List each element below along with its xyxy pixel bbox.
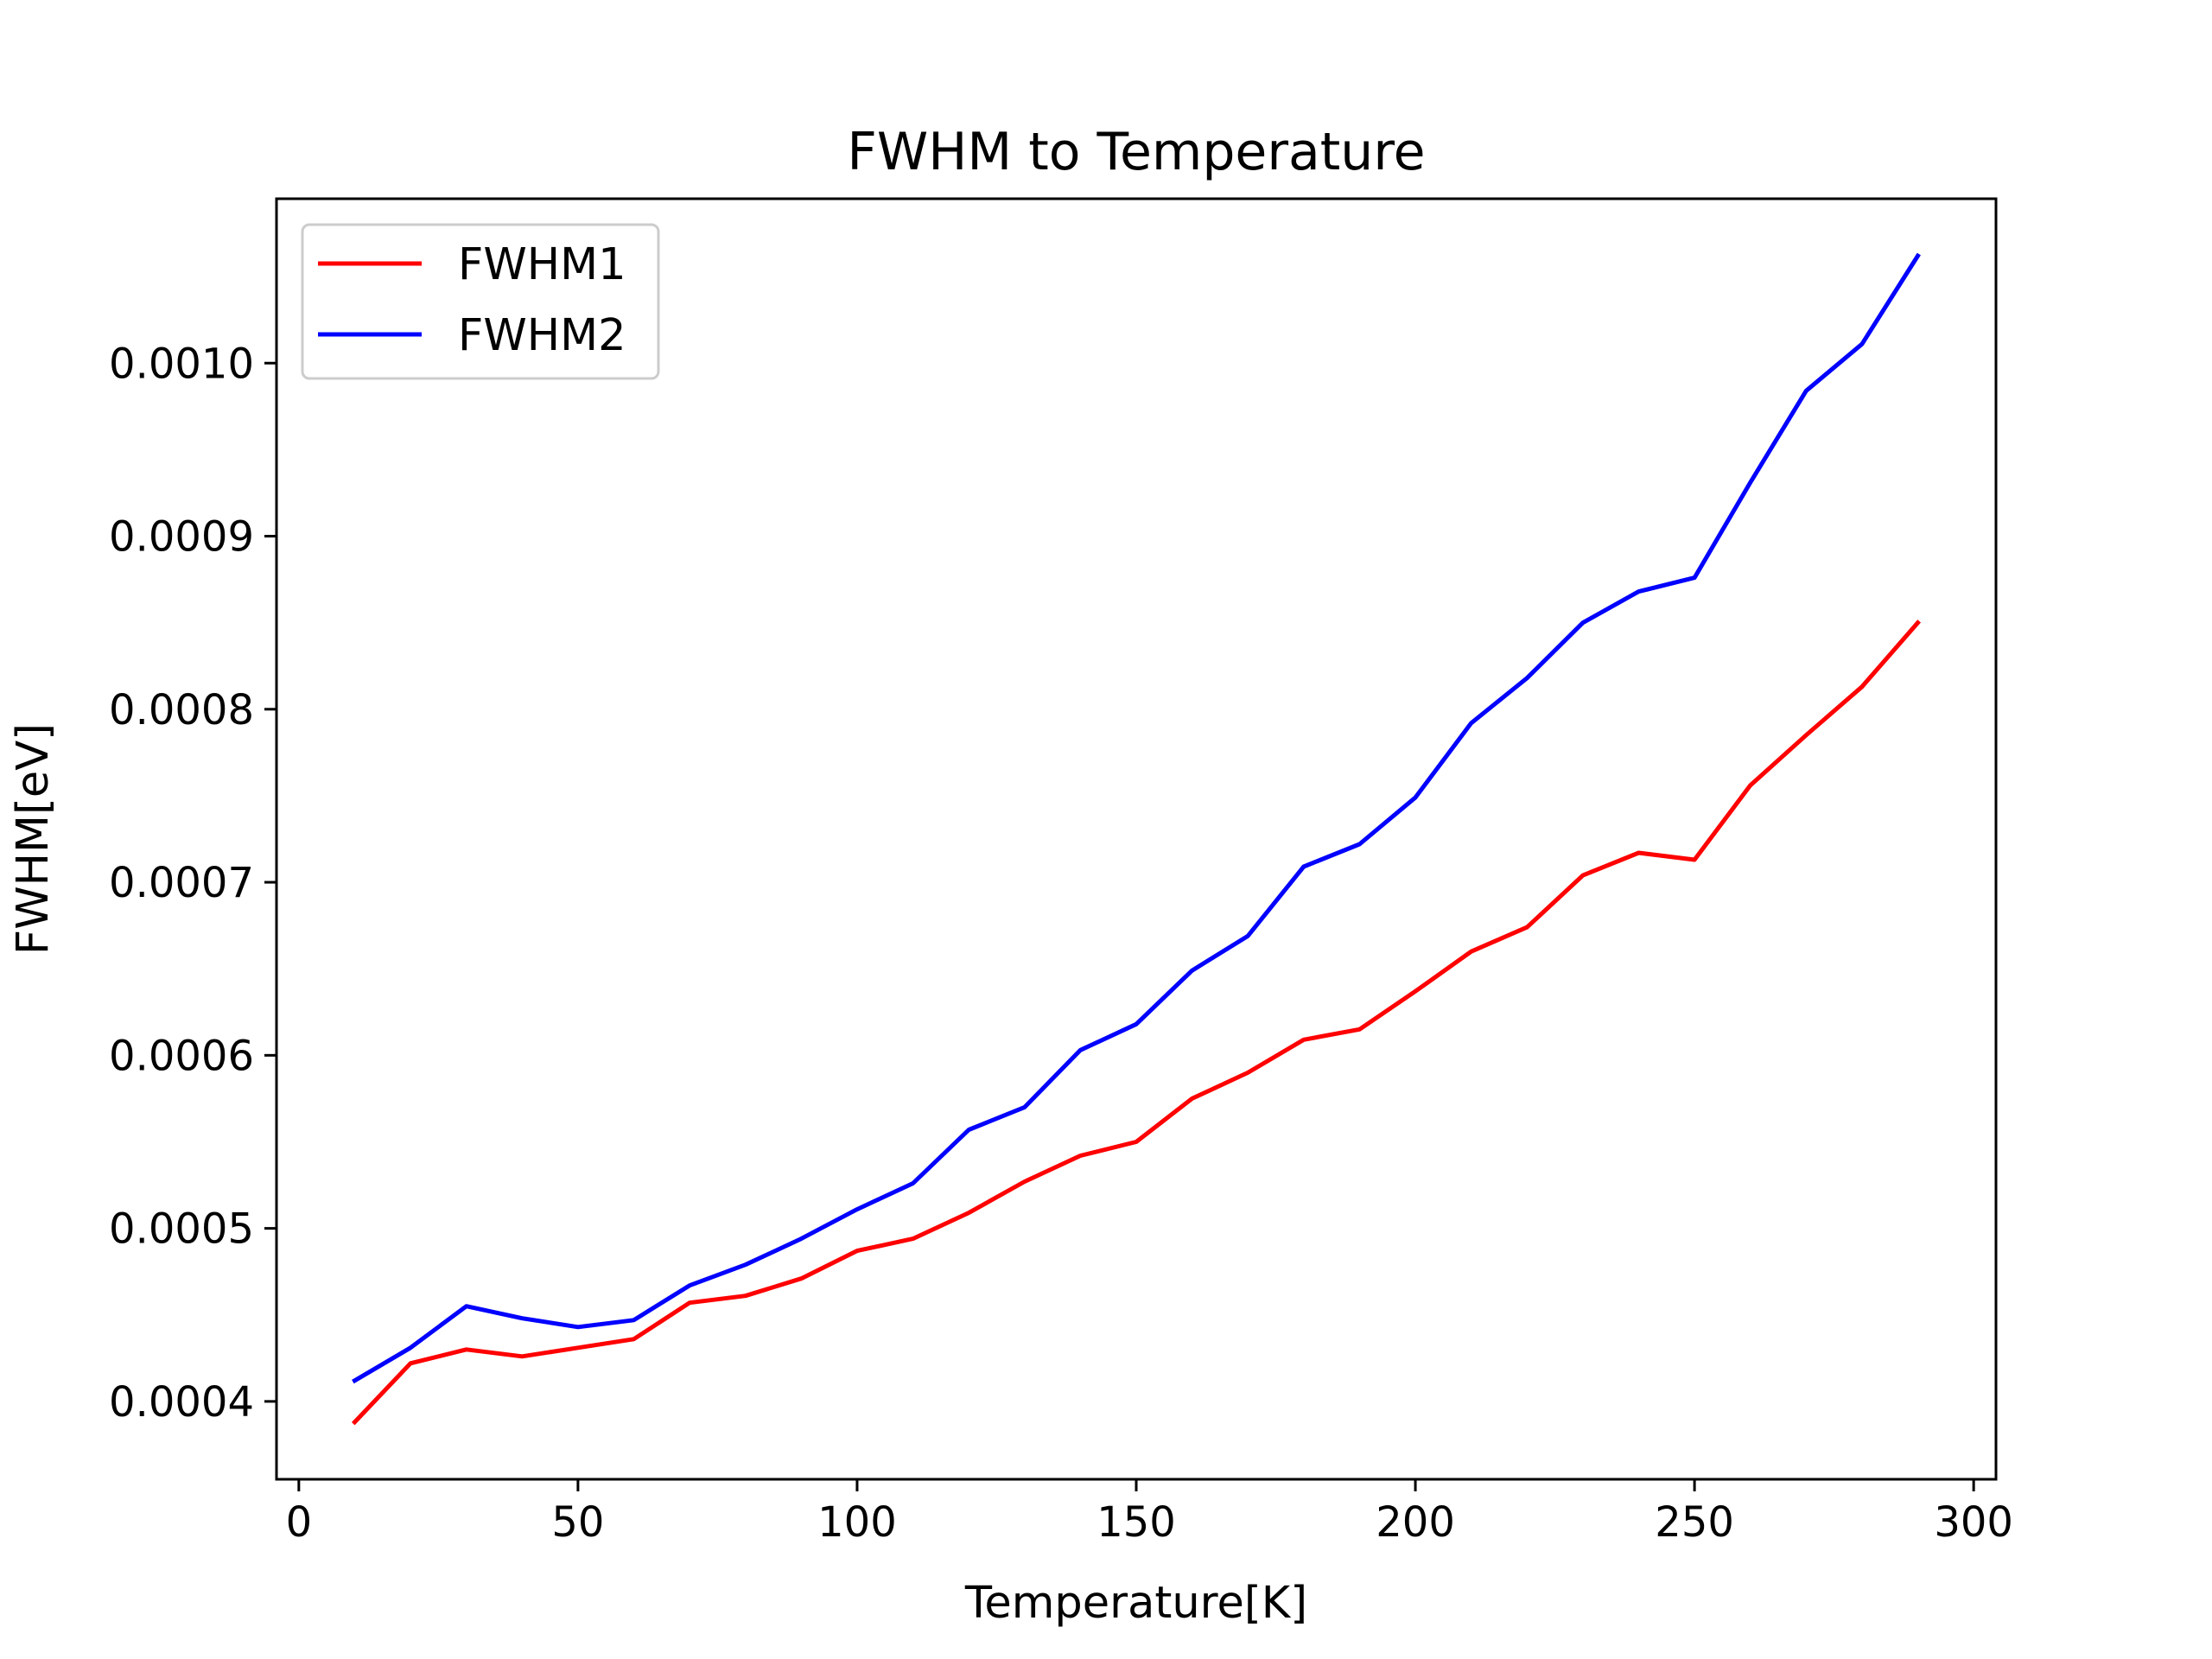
x-tick-label: 200 <box>1376 1498 1455 1547</box>
legend: FWHM1 FWHM2 <box>301 223 660 380</box>
series-lines <box>351 252 1922 1426</box>
series-line-fwhm1 <box>351 620 1922 1426</box>
y-tick-label: 0.0005 <box>109 1205 254 1254</box>
series-line-fwhm2 <box>352 252 1921 1384</box>
legend-label-fwhm1: FWHM1 <box>458 239 626 290</box>
x-tick-label: 300 <box>1934 1498 2013 1547</box>
y-axis-label: FWHM[eV] <box>8 723 59 955</box>
y-tick-label: 0.0009 <box>109 513 254 562</box>
chart-title: FWHM to Temperature <box>847 122 1425 182</box>
x-axis-ticks: 0 50 100 150 200 250 300 <box>286 1479 2013 1547</box>
x-tick-label: 50 <box>551 1498 604 1547</box>
legend-label-fwhm2: FWHM2 <box>458 310 626 361</box>
y-tick-label: 0.0006 <box>109 1032 254 1080</box>
y-tick-label: 0.0007 <box>109 859 254 907</box>
y-tick-label: 0.0008 <box>109 686 254 734</box>
x-tick-label: 250 <box>1655 1498 1734 1547</box>
y-axis-ticks: 0.0004 0.0005 0.0006 0.0007 0.0008 0.0009 0.00… <box>109 340 276 1427</box>
x-tick-label: 150 <box>1096 1498 1176 1547</box>
x-tick-label: 100 <box>817 1498 897 1547</box>
x-axis-label: Temperature[K] <box>964 1578 1307 1629</box>
x-tick-label: 0 <box>286 1498 313 1547</box>
y-tick-label: 0.0010 <box>109 340 254 388</box>
y-tick-label: 0.0004 <box>109 1378 254 1427</box>
